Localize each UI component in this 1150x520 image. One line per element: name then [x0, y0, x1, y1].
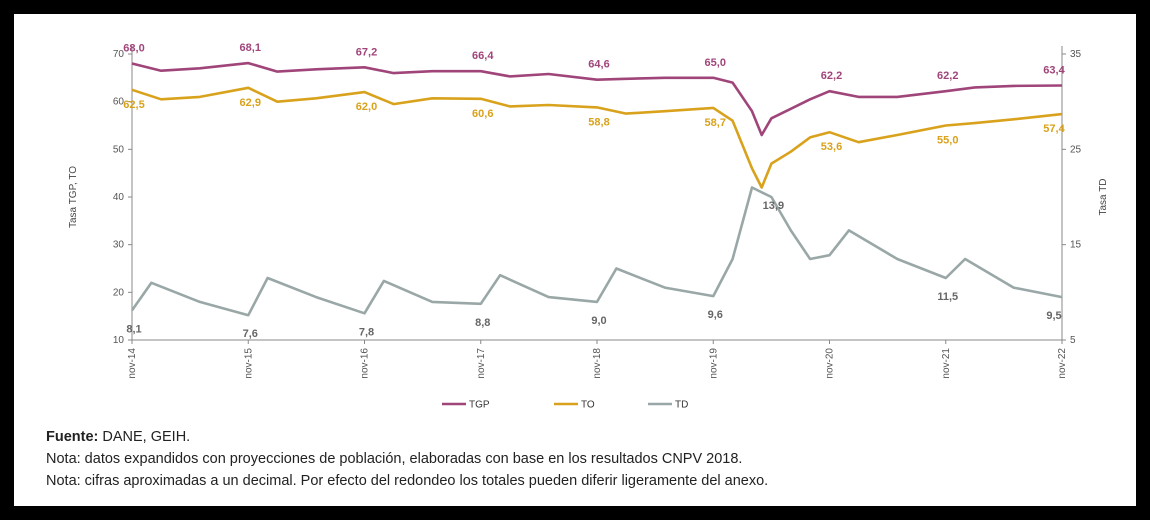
data-label-tgp: 62,2 [821, 70, 842, 82]
left-axis-title: Tasa TGP, TO [68, 166, 79, 228]
note-1: Nota: datos expandidos con proyecciones … [46, 451, 743, 467]
data-label-tgp: 65,0 [705, 57, 726, 69]
x-tick-label: nov-14 [127, 348, 138, 379]
data-label-tgp: 68,0 [123, 43, 144, 55]
data-label-to: 55,0 [937, 135, 958, 147]
data-label-to: 58,7 [705, 117, 726, 129]
right-tick-label: 25 [1070, 144, 1082, 155]
data-label-td: 11,5 [937, 291, 958, 303]
data-label-tgp: 64,6 [588, 59, 609, 71]
data-label-td: 7,6 [243, 328, 258, 340]
left-tick-label: 50 [113, 144, 125, 155]
legend-label-tgp: TGP [469, 400, 490, 411]
data-label-to: 62,0 [356, 101, 377, 113]
data-label-to: 60,6 [472, 108, 493, 120]
data-label-td: 9,0 [591, 315, 606, 327]
data-label-tgp: 66,4 [472, 50, 494, 62]
right-tick-label: 5 [1070, 335, 1076, 346]
series-line-to [131, 86, 1063, 189]
left-tick-label: 70 [113, 49, 125, 60]
x-tick-label: nov-16 [360, 348, 371, 379]
data-label-td: 7,8 [359, 326, 374, 338]
right-tick-label: 35 [1070, 49, 1082, 60]
x-tick-label: nov-17 [476, 348, 487, 379]
data-label-td: 9,5 [1046, 310, 1061, 322]
data-label-to: 53,6 [821, 141, 842, 153]
left-tick-label: 10 [113, 335, 125, 346]
data-label-tgp: 68,1 [240, 42, 261, 54]
data-label-td: 9,6 [708, 309, 723, 321]
source-line: Fuente: DANE, GEIH. [46, 426, 768, 448]
data-label-to: 62,9 [240, 97, 261, 109]
data-label-td: 13,9 [763, 200, 784, 212]
data-label-tgp: 67,2 [356, 46, 377, 58]
figure-frame: 10 20 30 40 50 60 70 5 15 25 35 Tasa TGP, TO Tasa TD… [14, 14, 1136, 506]
legend-label-td: TD [675, 400, 688, 411]
legend-label-to: TO [581, 400, 595, 411]
data-label-td: 8,8 [475, 317, 490, 329]
data-label-to: 62,5 [123, 99, 144, 111]
right-axis-title: Tasa TD [1098, 178, 1109, 215]
x-tick-label: nov-15 [243, 348, 254, 379]
source-text: DANE, GEIH. [98, 429, 191, 445]
source-label: Fuente: [46, 429, 99, 445]
x-tick-label: nov-20 [825, 348, 836, 379]
series-line-td [130, 186, 1063, 317]
note-2: Nota: cifras aproximadas a un decimal. P… [46, 473, 769, 489]
x-tick-label: nov-22 [1057, 348, 1068, 379]
right-tick-label: 15 [1070, 240, 1082, 251]
line-chart: 10 20 30 40 50 60 70 5 15 25 35 Tasa TGP, TO Tasa TD… [68, 42, 1109, 411]
data-label-td: 8,1 [126, 323, 141, 335]
x-tick-label: nov-18 [592, 348, 603, 379]
data-label-tgp: 63,4 [1043, 64, 1065, 76]
x-tick-label: nov-21 [941, 348, 952, 379]
data-label-to: 58,8 [588, 116, 609, 128]
data-label-tgp: 62,2 [937, 70, 958, 82]
figure-notes: Fuente: DANE, GEIH. Nota: datos expandid… [46, 426, 768, 492]
left-tick-label: 30 [113, 240, 125, 251]
data-label-to: 57,4 [1043, 123, 1065, 135]
left-tick-label: 20 [113, 287, 125, 298]
left-tick-label: 60 [113, 97, 125, 108]
left-tick-label: 40 [113, 192, 125, 203]
series-line-tgp [131, 61, 1063, 137]
x-tick-label: nov-19 [708, 348, 719, 379]
